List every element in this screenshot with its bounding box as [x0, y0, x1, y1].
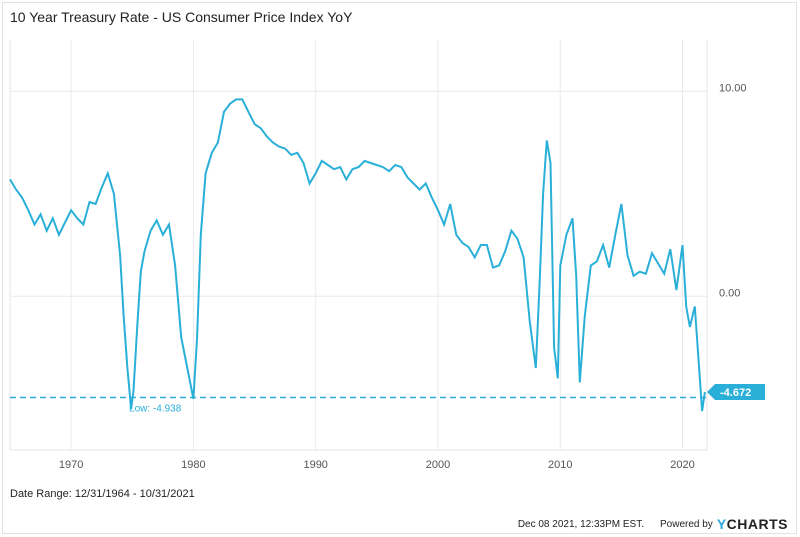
x-tick-label: 2000	[426, 459, 450, 471]
powered-by-text: Powered by	[660, 518, 713, 530]
grid-lines	[9, 40, 708, 451]
footer: Dec 08 2021, 12:33PM EST. Powered by Y CH…	[518, 516, 788, 532]
last-value-label: -4.672	[720, 387, 751, 399]
ycharts-logo-text: CHARTS	[726, 516, 788, 532]
tick-labels: 1970 1980 1990 2000 2010 2020 10.00 0.00	[59, 82, 747, 471]
low-label: Low: -4.938	[129, 403, 182, 414]
line-chart: 1970 1980 1990 2000 2010 2020 10.00 0.00 Low: -…	[9, 40, 765, 471]
last-value-badge-shape	[707, 384, 765, 401]
last-value-badge: -4.672	[707, 384, 765, 401]
timestamp: Dec 08 2021, 12:33PM EST.	[517, 518, 644, 530]
x-tick-label: 2010	[548, 459, 572, 471]
x-tick-label: 1970	[59, 459, 83, 471]
y-tick-label: 0.00	[719, 287, 740, 299]
x-tick-label: 2020	[670, 459, 694, 471]
date-range: Date Range: 12/31/1964 - 10/31/2021	[10, 488, 195, 500]
x-tick-label: 1990	[303, 459, 327, 471]
ycharts-logo-y: Y	[716, 516, 727, 532]
series-line	[9, 98, 706, 412]
x-tick-label: 1980	[181, 459, 205, 471]
chart-title: 10 Year Treasury Rate - US Consumer Pric…	[10, 9, 353, 25]
y-tick-label: 10.00	[719, 82, 747, 94]
ycharts-logo[interactable]: Y CHARTS	[717, 516, 788, 532]
